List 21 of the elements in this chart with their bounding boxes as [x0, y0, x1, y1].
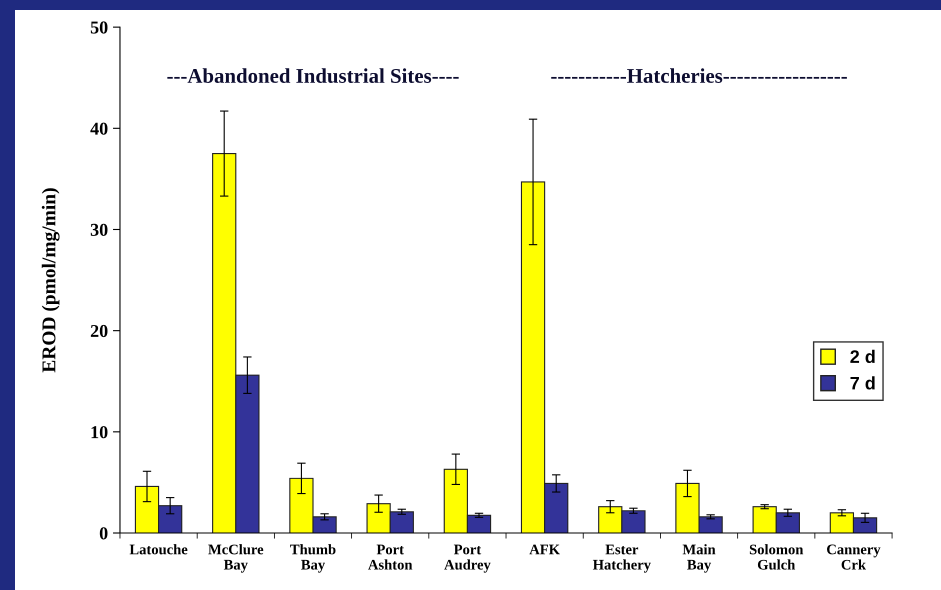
y-tick-label: 30: [90, 224, 108, 236]
x-tick-label: Latouche: [130, 544, 188, 554]
y-tick-label: 10: [92, 426, 108, 438]
x-tick-label: Main Bay: [682, 544, 716, 573]
x-tick-label: Port Ashton: [368, 544, 412, 570]
x-tick-label: AFK: [529, 544, 560, 554]
legend-label: 7 d: [850, 376, 875, 390]
x-tick-label: Thumb Bay: [290, 544, 336, 573]
y-tick-label: 0: [100, 527, 108, 540]
y-tick-label: 40: [90, 122, 108, 135]
annotation: ---Abandoned Industrial Sites----: [167, 68, 459, 83]
x-tick-label: McClure Bay: [208, 544, 264, 573]
y-axis-title: EROD (pmol/mg/min): [42, 188, 60, 372]
x-tick-label: Solomon Gulch: [750, 544, 804, 570]
y-tick-label: 20: [90, 324, 108, 338]
annotation: -----------Hatcheries------------------: [551, 68, 847, 83]
y-tick-label: 50: [90, 21, 108, 34]
x-tick-label: Cannery Crk: [827, 544, 880, 570]
x-tick-label: Ester Hatchery: [592, 544, 651, 573]
legend-label: 2 d: [850, 350, 875, 364]
x-tick-label: Port Audrey: [444, 544, 491, 573]
